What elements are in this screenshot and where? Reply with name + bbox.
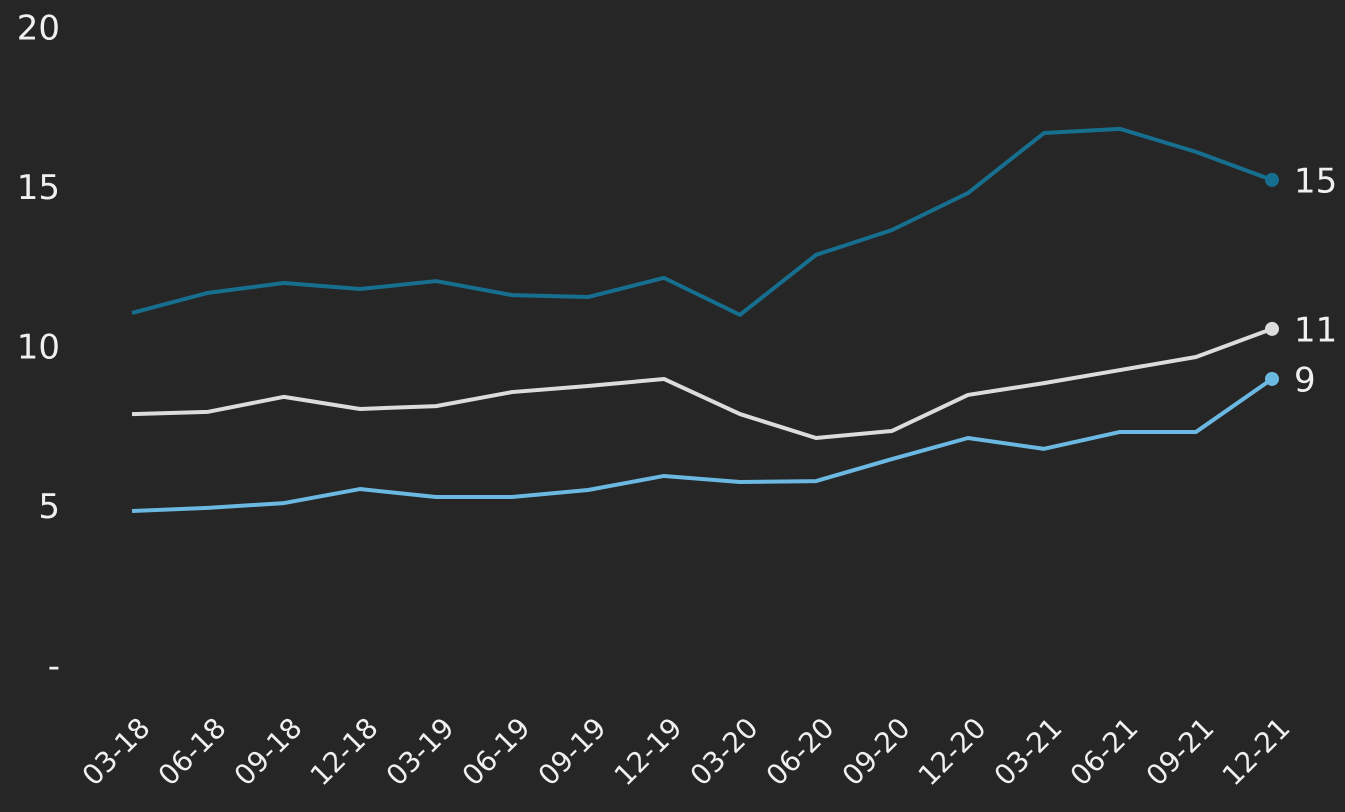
x-tick-label: 06-18	[152, 711, 233, 792]
value-label: 11	[1294, 310, 1337, 350]
end-point	[1265, 321, 1279, 336]
end-point	[1265, 371, 1279, 386]
x-tick-label: 06-21	[1064, 711, 1145, 792]
value-label: 9	[1294, 360, 1316, 400]
value-label: 15	[1294, 161, 1337, 201]
x-tick-label: 09-19	[532, 711, 613, 792]
series-line	[131, 327, 1273, 441]
y-tick-label: 15	[17, 168, 60, 208]
x-tick-label: 03-21	[988, 711, 1069, 792]
y-tick-label: -	[48, 647, 60, 687]
series-line	[131, 377, 1274, 514]
x-tick-label: 03-20	[684, 711, 765, 792]
y-tick-label: 20	[17, 9, 60, 49]
x-tick-label: 12-19	[608, 711, 689, 792]
x-tick-label: 03-18	[76, 711, 157, 792]
x-tick-label: 06-19	[456, 711, 537, 792]
x-tick-label: 09-21	[1140, 711, 1221, 792]
x-tick-label: 12-21	[1216, 711, 1297, 792]
x-tick-label: 06-20	[760, 711, 841, 792]
series-line	[131, 126, 1273, 317]
y-tick-label: 10	[17, 328, 60, 368]
y-tick-label: 5	[38, 487, 60, 527]
x-tick-label: 09-20	[836, 711, 917, 792]
x-tick-label: 12-20	[912, 711, 993, 792]
x-tick-label: 09-18	[228, 711, 309, 792]
x-tick-label: 12-18	[304, 711, 385, 792]
x-tick-label: 03-19	[380, 711, 461, 792]
end-point	[1265, 172, 1279, 187]
